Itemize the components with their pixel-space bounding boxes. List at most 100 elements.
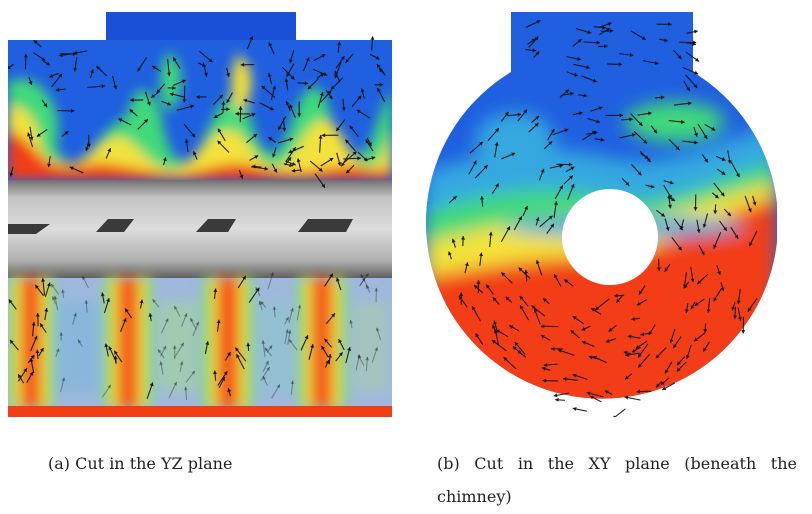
velocity-arrowhead [495,128,499,133]
velocity-arrowhead [613,415,616,417]
velocity-arrowhead [307,85,312,90]
velocity-arrowhead [501,272,506,277]
velocity-arrowhead [61,377,66,382]
velocity-arrowhead [662,386,667,391]
velocity-arrowhead [289,163,293,168]
velocity-arrowhead [70,108,75,113]
velocity-arrowhead [559,185,563,190]
velocity-arrowhead [227,388,232,393]
velocity-arrowhead [644,155,649,159]
velocity-arrowhead [572,406,577,412]
velocity-arrowhead [474,285,479,290]
velocity-arrowhead [325,360,330,365]
velocity-arrowhead [371,156,376,161]
velocity-arrowhead [318,167,323,172]
velocity-arrowhead [84,300,89,304]
velocity-arrowhead [459,292,464,297]
velocity-arrowhead [148,313,153,317]
velocity-arrowhead [59,332,64,336]
velocity-arrowhead [260,301,265,306]
velocity-arrowhead [587,30,592,35]
velocity-arrowhead [340,56,345,61]
velocity-arrow [262,375,269,387]
velocity-arrowhead [655,354,660,359]
velocity-arrow [376,327,382,341]
velocity-arrowhead [251,112,256,117]
velocity-arrowhead [365,285,370,289]
velocity-arrowhead [255,287,260,292]
velocity-arrowhead [240,62,245,67]
velocity-arrowhead [720,192,725,197]
velocity-arrow [284,329,289,345]
velocity-arrowhead [139,299,144,304]
velocity-arrowhead [523,109,528,114]
velocity-arrowhead [637,353,642,358]
velocity-arrow [267,272,274,290]
velocity-arrowhead [356,354,361,359]
velocity-arrowhead [190,104,194,109]
velocity-arrowhead [541,366,546,371]
lower-fluid-region [8,278,392,417]
velocity-arrowhead [568,175,573,180]
velocity-arrowhead [287,330,292,334]
velocity-arrowhead [711,126,716,131]
velocity-arrowhead [588,355,593,360]
velocity-arrowhead [534,123,539,127]
velocity-arrowhead [238,106,243,110]
velocity-arrowhead [217,140,222,145]
velocity-arrowhead [223,371,228,376]
velocity-arrow [173,305,181,317]
velocity-arrowhead [349,125,354,130]
velocity-arrow [55,348,60,357]
velocity-arrowhead [638,122,643,126]
velocity-arrowhead [573,72,578,77]
velocity-arrowhead [376,64,381,69]
velocity-arrowhead [540,168,545,173]
velocity-arrowhead [605,339,610,343]
velocity-arrowhead [581,327,586,331]
velocity-arrowhead [535,217,540,222]
velocity-arrow [260,300,267,309]
velocity-arrowhead [741,330,746,334]
velocity-arrow [260,366,271,382]
velocity-arrowhead [101,84,106,89]
velocity-arrowhead [289,339,293,344]
velocity-arrowhead [149,382,154,387]
velocity-arrowhead [534,36,539,41]
velocity-arrow [54,295,59,311]
velocity-arrowhead [605,28,610,32]
velocity-arrowhead [614,293,618,298]
velocity-arrowhead [46,282,51,287]
velocity-arrow [159,361,164,375]
velocity-arrow [271,384,281,399]
velocity-arrowhead [291,168,296,173]
velocity-arrowhead [375,55,380,60]
velocity-arrowhead [146,101,151,106]
velocity-arrow [614,408,626,417]
velocity-arrowhead [35,313,40,317]
velocity-arrow [287,329,291,345]
velocity-arrowhead [505,296,510,301]
velocity-arrowhead [337,41,342,46]
velocity-arrow [371,347,378,363]
velocity-arrowhead [676,361,681,366]
velocity-arrowhead [254,155,259,159]
velocity-arrowhead [625,181,630,186]
velocity-arrowhead [152,299,157,304]
velocity-arrow [266,345,273,353]
velocity-arrowhead [491,340,496,344]
velocity-arrowhead [494,142,499,146]
velocity-arrowhead [368,142,372,147]
velocity-arrowhead [679,226,683,231]
velocity-arrowhead [183,386,188,391]
velocity-arrow [152,298,160,308]
velocity-arrowhead [694,57,699,62]
velocity-arrow [189,317,197,330]
velocity-arrowhead [625,375,629,380]
velocity-arrowhead [268,345,273,350]
velocity-arrowhead [365,139,370,144]
velocity-arrowhead [195,321,200,326]
velocity-arrow [61,289,65,298]
velocity-arrowhead [196,94,200,99]
velocity-arrowhead [213,288,218,293]
